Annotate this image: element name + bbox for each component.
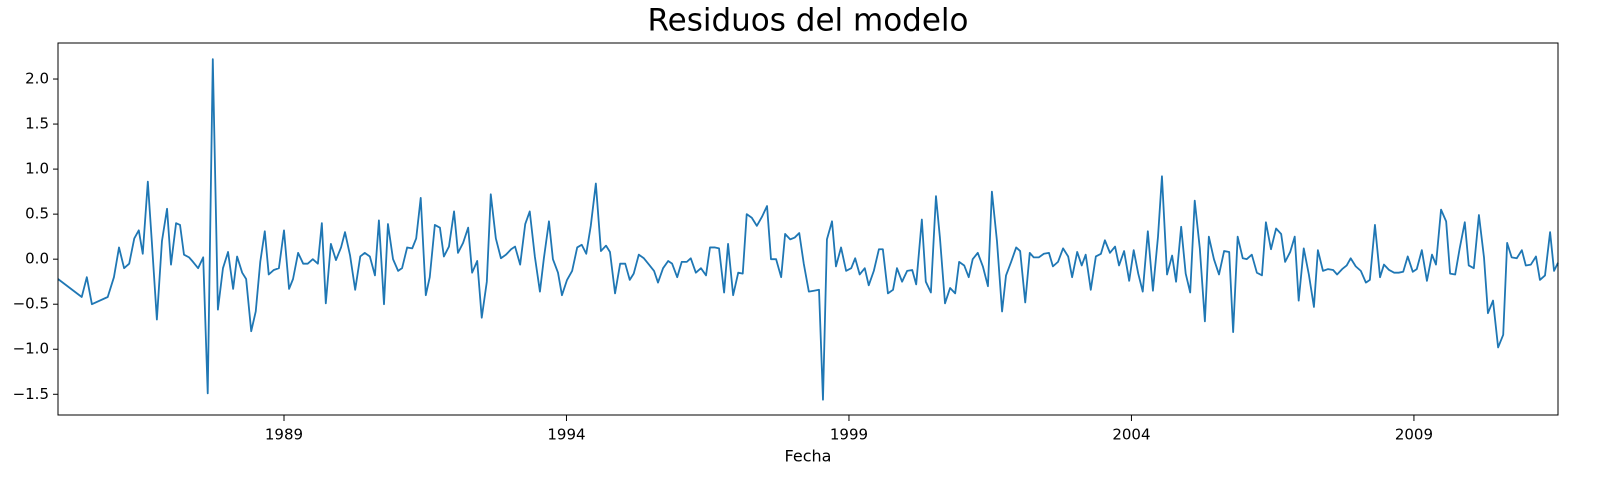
y-tick-label: 0.0	[25, 250, 49, 268]
y-tick-label: 1.5	[25, 115, 49, 133]
series-line	[57, 58, 1559, 401]
y-tick-label: −1.0	[13, 340, 49, 358]
y-tick-label: −0.5	[13, 295, 49, 313]
x-tick-label: 1989	[265, 426, 303, 444]
y-tick-label: 1.0	[25, 160, 49, 178]
plot-frame	[57, 42, 1559, 416]
x-tick-label: 2004	[1112, 426, 1150, 444]
x-tick-label: 2009	[1395, 426, 1433, 444]
x-tick-label: 1994	[547, 426, 585, 444]
x-tick-label: 1999	[830, 426, 868, 444]
y-tick-label: −1.5	[13, 385, 49, 403]
x-axis-label: Fecha	[785, 447, 832, 466]
chart-title: Residuos del modelo	[648, 3, 969, 39]
y-tick-label: 0.5	[25, 205, 49, 223]
y-tick-label: 2.0	[25, 70, 49, 88]
